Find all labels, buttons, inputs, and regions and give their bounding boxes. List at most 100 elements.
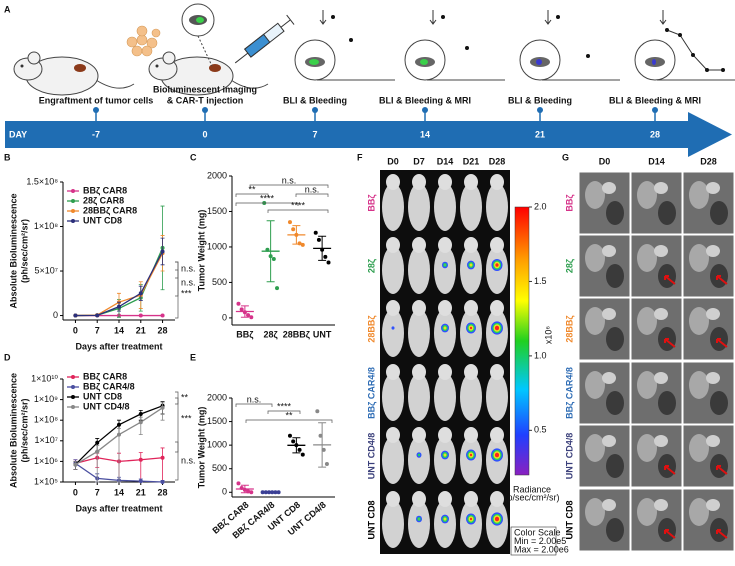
bli-dot: [586, 54, 590, 58]
point: [117, 432, 121, 437]
mouse-image: [408, 246, 430, 294]
legend-label: 28BBζ CAR8: [83, 205, 137, 215]
sd-bar: [240, 305, 249, 318]
red-arrow: [664, 529, 676, 539]
bli-dot: [705, 68, 709, 72]
pin-head: [93, 107, 99, 113]
panel-letter: G: [562, 152, 569, 162]
point: [313, 230, 318, 235]
mri-organ: [606, 264, 624, 288]
significance-label: n.s.: [305, 184, 320, 194]
row-label: UNT CD8: [564, 500, 574, 539]
colorbar-title: (p/sec/cm²/sr): [505, 492, 560, 502]
significance-bracket: [249, 184, 329, 188]
mri-image: [682, 171, 735, 235]
x-tick-label: 0: [73, 487, 78, 497]
mouse-head: [412, 427, 426, 443]
mri-image: [630, 488, 683, 552]
mri-organ: [706, 182, 720, 194]
signal-blob: [494, 452, 500, 458]
pin-head: [537, 107, 543, 113]
mouse-image: [434, 246, 456, 294]
mouse-head: [464, 174, 478, 190]
x-tick-label: 28ζ: [264, 329, 278, 339]
mri-organ: [585, 434, 605, 462]
legend-label: BBζ CAR4/8: [83, 381, 135, 391]
mouse-head: [412, 237, 426, 253]
bli-dot: [678, 33, 682, 37]
row-label: 28ζ: [564, 259, 574, 273]
x-tick-label: 28: [158, 487, 168, 497]
bli-signal: [420, 59, 428, 65]
panel-letter: D: [4, 352, 11, 362]
mouse-head: [438, 237, 452, 253]
mri-organ: [710, 391, 728, 415]
mri-image: [682, 234, 735, 298]
mouse-image: [382, 500, 404, 548]
significance-bracket: [235, 202, 299, 206]
legend-marker: [71, 209, 75, 213]
mri-image: [578, 424, 631, 488]
column-label: D28: [489, 156, 506, 166]
mri-organ: [585, 307, 605, 335]
row-label: 28BBζ: [564, 315, 574, 342]
significance-label: n.s.: [181, 263, 196, 273]
row-label: BBζ CAR4/8: [366, 367, 376, 419]
mouse-image: [408, 309, 430, 357]
mri-organ: [689, 498, 709, 526]
y-tick-label: 1500: [207, 416, 227, 426]
bli-arrow: [544, 10, 552, 25]
x-tick-label: UNT: [313, 329, 332, 339]
significance-label: **: [248, 184, 256, 194]
point: [318, 433, 323, 438]
row-label: UNT CD8: [366, 500, 376, 539]
point: [271, 257, 276, 262]
error-bar: [160, 402, 165, 421]
y-tick-label: 5×10⁷: [34, 265, 58, 275]
x-axis-title: Days after treatment: [75, 503, 162, 513]
colorbar-tick-label: 0.5: [534, 425, 547, 435]
row-label: 28BBζ: [366, 315, 376, 342]
timeline-arrowhead: [688, 112, 732, 157]
point: [138, 313, 143, 318]
mri-organ: [637, 434, 657, 462]
mouse-head: [464, 491, 478, 507]
mri-image: [630, 234, 683, 298]
bli-dot: [691, 53, 695, 57]
mri-image: [630, 361, 683, 425]
signal-blob: [494, 325, 500, 331]
y-tick-label: 1000: [207, 440, 227, 450]
legend-marker: [71, 385, 75, 389]
mouse-head: [464, 427, 478, 443]
mri-organ: [637, 181, 657, 209]
pin-head: [652, 107, 658, 113]
red-arrow: [716, 529, 728, 539]
legend-marker: [71, 199, 75, 203]
legend-marker: [71, 189, 75, 193]
bli-dot: [665, 28, 669, 32]
legend-marker: [71, 375, 75, 379]
point: [95, 440, 100, 445]
bli-dot: [331, 15, 335, 19]
mouse-head: [438, 300, 452, 316]
mri-organ: [689, 244, 709, 272]
mouse-head: [386, 174, 400, 190]
y-tick-label: 1×10⁸: [34, 221, 58, 231]
mri-image: [578, 361, 631, 425]
y-axis-title: Absolute Bioluminescence: [8, 373, 18, 488]
colorbar-tick-label: 1.5: [534, 276, 547, 286]
sd-bar: [292, 437, 301, 454]
mri-organ: [706, 435, 720, 447]
mri-organ: [706, 308, 720, 320]
y-tick-label: 0: [53, 310, 58, 320]
mri-image: [630, 171, 683, 235]
significance-bracket: [295, 193, 329, 197]
significance-bracket: [267, 209, 329, 213]
mri-organ: [606, 327, 624, 351]
y-axis-title: (ph/sec/cm²/sr): [19, 219, 29, 283]
day-number: 14: [420, 129, 430, 139]
significance-label: n.s.: [181, 277, 196, 287]
y-tick-label: 1×10⁹: [34, 394, 58, 404]
point: [138, 291, 143, 296]
mri-organ: [606, 391, 624, 415]
